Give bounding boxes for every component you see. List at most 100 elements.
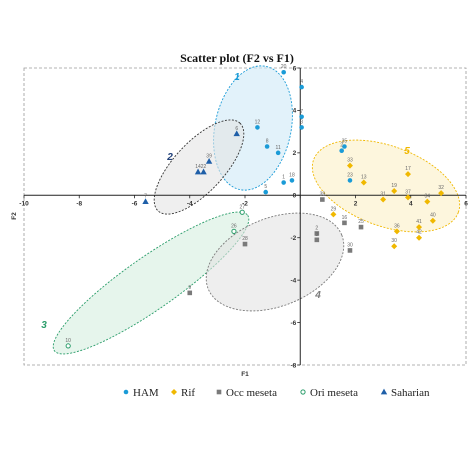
plot-frame bbox=[23, 67, 467, 366]
x-tick-label: -2 bbox=[242, 200, 248, 207]
point-label: 20 bbox=[281, 64, 287, 70]
point-label: 6 bbox=[235, 126, 238, 132]
group-ellipse-2 bbox=[153, 119, 245, 215]
group-label-1: 1 bbox=[234, 72, 240, 83]
point-label: 10 bbox=[65, 338, 71, 344]
legend-item-saharian: Saharian bbox=[380, 387, 430, 399]
point-label: 32 bbox=[438, 185, 444, 191]
point-label: 12 bbox=[255, 119, 261, 125]
group-ellipse-3 bbox=[52, 211, 250, 355]
occ-meseta-point bbox=[314, 237, 320, 243]
point-label: 37 bbox=[405, 189, 411, 195]
legend-label: Rif bbox=[181, 387, 195, 399]
legend-marker-occ-meseta bbox=[216, 389, 222, 395]
x-tick-label: 2 bbox=[354, 200, 358, 207]
ham-point bbox=[339, 148, 344, 154]
group-label-3: 3 bbox=[41, 320, 47, 331]
ham-point bbox=[281, 69, 286, 75]
point-label: 41 bbox=[416, 219, 422, 225]
ham-point bbox=[263, 189, 269, 195]
legend-item-occ-meseta: Occ meseta bbox=[216, 387, 277, 399]
ori-meseta-point bbox=[239, 209, 245, 215]
point-label: 25 bbox=[358, 219, 364, 225]
point-label: 1 bbox=[282, 175, 285, 181]
saharian-point bbox=[142, 198, 149, 205]
ham-point bbox=[281, 180, 286, 185]
point-label: 34 bbox=[425, 194, 431, 200]
ham-point bbox=[299, 114, 304, 120]
point-label: 18 bbox=[289, 172, 295, 178]
occ-meseta-point bbox=[347, 248, 353, 253]
y-axis-label: F2 bbox=[11, 212, 18, 220]
rif-point bbox=[404, 171, 411, 178]
point-label: 2 bbox=[315, 225, 318, 231]
legend-marker-saharian bbox=[380, 388, 388, 395]
point-label: 9 bbox=[188, 285, 191, 291]
rif-point bbox=[391, 243, 398, 250]
rif-point bbox=[393, 228, 400, 235]
point-label: 4 bbox=[300, 79, 303, 85]
y-tick-label: -6 bbox=[290, 320, 296, 327]
legend-marker-ori-meseta bbox=[300, 389, 306, 395]
x-tick-label: -8 bbox=[76, 200, 82, 207]
point-label: 19 bbox=[391, 183, 397, 189]
y-tick-label: 0 bbox=[293, 193, 297, 200]
point-label: 36 bbox=[394, 223, 400, 229]
y-tick-label: 2 bbox=[293, 150, 297, 157]
point-label: 7 bbox=[144, 194, 147, 200]
legend-marker-ham bbox=[123, 389, 129, 395]
ham-point bbox=[255, 125, 260, 130]
y-tick-label: -2 bbox=[290, 235, 296, 242]
saharian-point bbox=[194, 168, 202, 175]
rif-point bbox=[424, 198, 431, 205]
saharian-point bbox=[200, 168, 207, 175]
point-label: 5 bbox=[264, 184, 267, 190]
ham-point bbox=[299, 84, 304, 90]
y-tick-label: -8 bbox=[290, 362, 296, 369]
point-label: 33 bbox=[347, 158, 353, 164]
rif-point bbox=[330, 211, 337, 218]
rif-point bbox=[416, 224, 423, 231]
legend-marker-rif bbox=[171, 389, 177, 395]
legend-item-ori-meseta: Ori meseta bbox=[300, 387, 358, 399]
x-tick-label: -6 bbox=[132, 200, 138, 207]
point-label: 40 bbox=[430, 213, 436, 219]
legend-item-rif: Rif bbox=[171, 387, 195, 399]
point-label: 29 bbox=[331, 206, 337, 212]
x-axis-label: F1 bbox=[241, 371, 249, 378]
point-label: 35 bbox=[342, 138, 348, 144]
rif-point bbox=[360, 179, 367, 186]
ham-point bbox=[264, 144, 270, 149]
legend-label: Ori meseta bbox=[310, 387, 358, 399]
point-label: 39 bbox=[206, 153, 212, 159]
point-label: 27 bbox=[239, 204, 245, 210]
saharian-point bbox=[233, 130, 240, 137]
point-label: 2 bbox=[340, 143, 343, 149]
point-label: 31 bbox=[380, 192, 386, 198]
point-label: 7 bbox=[300, 109, 303, 115]
legend-label: Occ meseta bbox=[226, 387, 277, 399]
occ-meseta-point bbox=[358, 224, 364, 230]
group-label-2: 2 bbox=[166, 152, 173, 163]
point-label: 3 bbox=[315, 232, 318, 238]
point-label: 30 bbox=[347, 242, 353, 248]
rif-point bbox=[416, 234, 423, 241]
rif-point bbox=[346, 162, 353, 169]
chart-title: Scatter plot (F2 vs F1) bbox=[180, 51, 294, 65]
point-label: 28 bbox=[242, 236, 248, 242]
occ-meseta-point bbox=[342, 220, 347, 226]
point-label: 17 bbox=[405, 166, 411, 172]
y-tick-label: -4 bbox=[290, 277, 296, 284]
point-label: 8 bbox=[266, 138, 269, 144]
point-label: 11 bbox=[276, 145, 281, 151]
group-ellipse-4 bbox=[205, 212, 345, 312]
group-ellipse-5 bbox=[311, 139, 461, 233]
rif-point bbox=[380, 196, 387, 203]
point-label: 14 bbox=[195, 164, 201, 170]
ori-meseta-point bbox=[65, 343, 71, 349]
point-label: 13 bbox=[361, 175, 367, 181]
occ-meseta-point bbox=[187, 290, 193, 296]
rif-point bbox=[438, 190, 445, 197]
ham-point bbox=[342, 144, 347, 149]
